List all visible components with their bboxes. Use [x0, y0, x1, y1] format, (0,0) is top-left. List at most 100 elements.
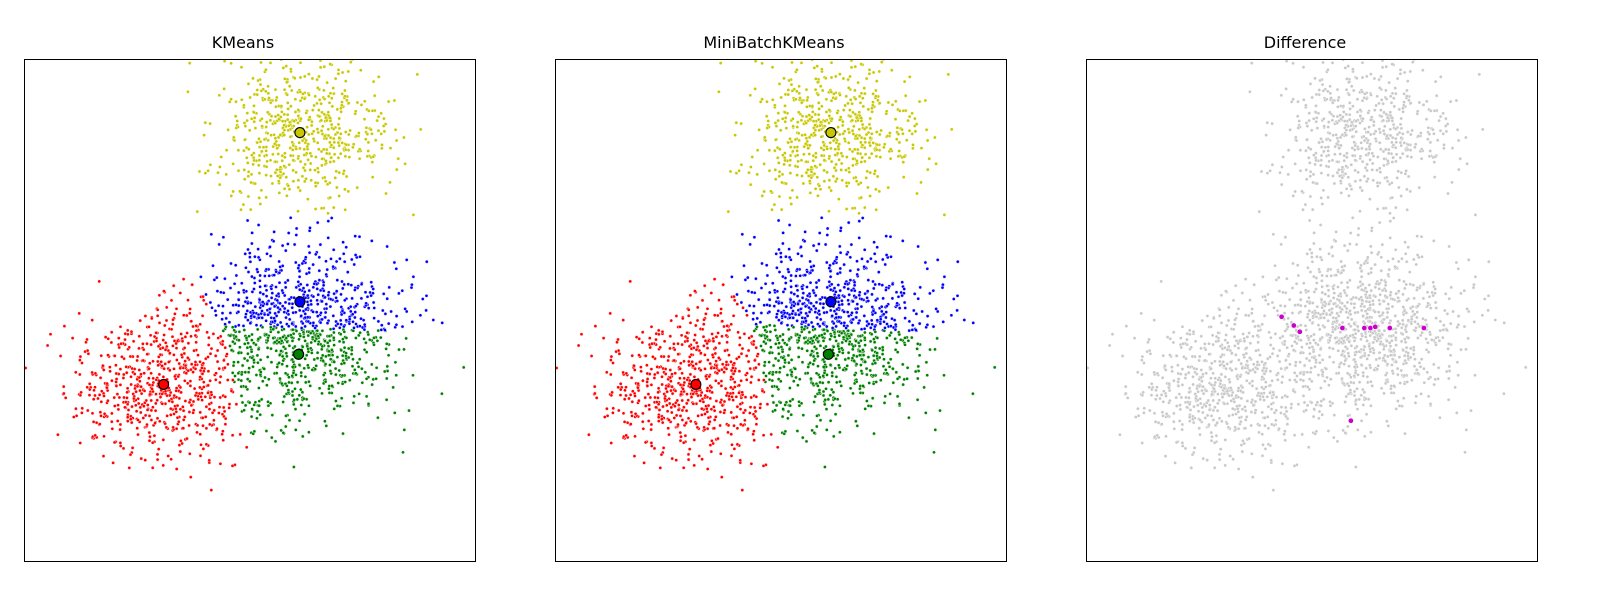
- minibatch-point: [751, 317, 755, 322]
- minibatch-point: [776, 161, 781, 165]
- minibatch-point: [833, 412, 838, 417]
- minibatch-point: [884, 253, 889, 257]
- minibatch-point: [796, 383, 800, 388]
- minibatch-point: [773, 408, 777, 413]
- minibatch-point: [703, 339, 708, 343]
- minibatch-point: [888, 147, 893, 151]
- kmeans-point: [285, 101, 290, 105]
- kmeans-point: [196, 353, 200, 357]
- minibatch-point: [749, 334, 754, 339]
- kmeans-point: [335, 299, 340, 303]
- kmeans-point: [424, 259, 429, 264]
- minibatch-point: [669, 318, 673, 323]
- kmeans-point: [328, 116, 332, 120]
- minibatch-point: [833, 290, 838, 294]
- minibatch-point: [788, 399, 793, 403]
- kmeans-point: [386, 99, 391, 104]
- minibatch-point: [735, 404, 740, 409]
- kmeans-point: [256, 78, 260, 83]
- minibatch-point: [704, 312, 708, 316]
- kmeans-point: [346, 101, 351, 105]
- kmeans-point: [337, 339, 342, 344]
- difference-point: [1353, 158, 1358, 162]
- kmeans-point: [323, 362, 328, 366]
- kmeans-point: [239, 372, 244, 377]
- minibatch-point: [854, 362, 859, 366]
- minibatch-point: [935, 336, 939, 341]
- kmeans-point: [328, 91, 333, 96]
- minibatch-point: [850, 347, 855, 352]
- kmeans-point: [336, 122, 341, 127]
- minibatch-point: [927, 156, 932, 161]
- minibatch-point: [795, 165, 800, 169]
- minibatch-point: [804, 439, 809, 444]
- kmeans-point: [299, 116, 303, 121]
- difference-point: [1331, 114, 1336, 118]
- minibatch-point: [791, 149, 795, 154]
- minibatch-point: [856, 267, 861, 272]
- kmeans-point: [323, 339, 327, 343]
- minibatch-point: [854, 315, 859, 320]
- kmeans-point: [276, 305, 280, 310]
- kmeans-point: [328, 119, 333, 123]
- kmeans-point: [178, 385, 183, 390]
- minibatch-point: [770, 378, 775, 383]
- difference-point: [1363, 92, 1367, 96]
- minibatch-point: [891, 380, 896, 385]
- minibatch-point: [693, 289, 697, 293]
- minibatch-point: [705, 409, 710, 414]
- kmeans-point: [262, 97, 267, 102]
- kmeans-point: [345, 270, 350, 274]
- minibatch-point: [810, 338, 815, 343]
- minibatch-point: [700, 457, 704, 462]
- kmeans-point: [353, 111, 358, 116]
- minibatch-point: [641, 378, 645, 383]
- difference-point: [1432, 160, 1437, 164]
- kmeans-point: [126, 408, 131, 412]
- minibatch-point: [730, 394, 734, 399]
- minibatch-point: [824, 407, 829, 411]
- minibatch-point: [852, 288, 857, 293]
- kmeans-point: [354, 134, 359, 138]
- kmeans-point: [273, 114, 278, 119]
- minibatch-point: [835, 111, 840, 115]
- kmeans-point: [172, 393, 177, 398]
- minibatch-point: [792, 145, 797, 150]
- minibatch-point: [824, 344, 828, 349]
- difference-point: [1420, 68, 1425, 72]
- minibatch-point: [641, 411, 645, 416]
- difference-point: [1390, 135, 1395, 140]
- kmeans-point: [277, 280, 282, 285]
- kmeans-point: [303, 255, 308, 260]
- kmeans-point: [296, 178, 301, 182]
- minibatch-point: [773, 356, 778, 361]
- minibatch-point: [696, 414, 700, 418]
- minibatch-point: [701, 322, 706, 327]
- minibatch-point: [818, 120, 823, 125]
- minibatch-point: [842, 285, 847, 290]
- minibatch-point: [730, 442, 734, 447]
- minibatch-point: [779, 255, 783, 259]
- kmeans-point: [290, 393, 295, 398]
- difference-point: [1354, 119, 1359, 123]
- minibatch-point: [709, 291, 714, 295]
- minibatch-point: [735, 442, 740, 447]
- kmeans-point: [241, 202, 246, 207]
- minibatch-point: [712, 408, 717, 413]
- kmeans-point: [120, 354, 124, 359]
- minibatch-point: [786, 353, 791, 358]
- kmeans-point: [373, 138, 378, 142]
- difference-point: [1375, 181, 1380, 185]
- minibatch-point: [838, 266, 843, 271]
- minibatch-point: [749, 461, 754, 466]
- minibatch-point: [858, 334, 863, 338]
- difference-point: [1321, 188, 1326, 193]
- minibatch-point: [906, 338, 911, 343]
- kmeans-title: KMeans: [211, 33, 275, 52]
- minibatch-point: [853, 64, 858, 69]
- kmeans-point: [96, 396, 100, 401]
- minibatch-point: [759, 311, 764, 315]
- kmeans-point: [162, 333, 166, 337]
- kmeans-point: [340, 353, 345, 358]
- minibatch-point: [802, 327, 806, 332]
